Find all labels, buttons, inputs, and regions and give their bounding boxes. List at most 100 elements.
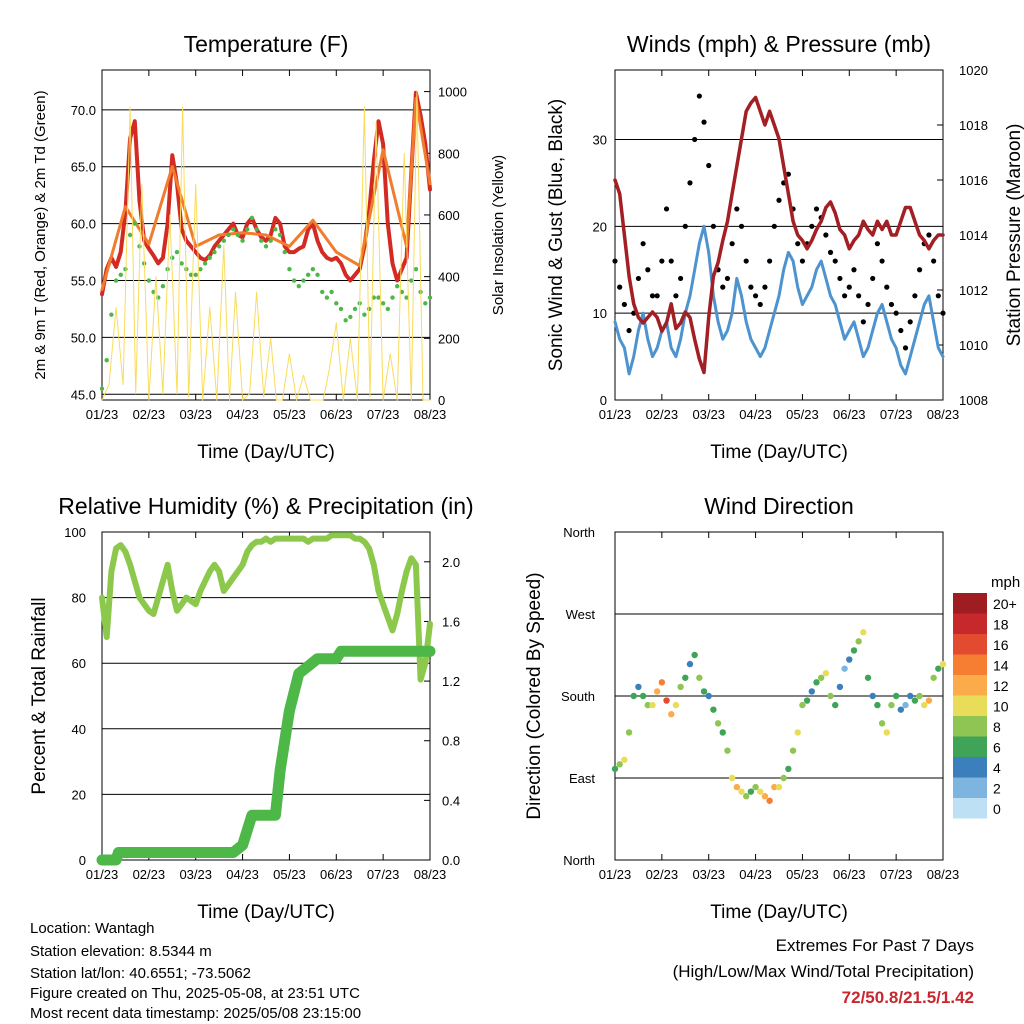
gust-point (612, 258, 618, 264)
dewpoint-point (413, 266, 419, 272)
dewpoint-point (404, 295, 409, 300)
gust-point (654, 293, 660, 299)
solar-line (101, 91, 431, 401)
legend-label: 14 (993, 658, 1009, 674)
gust-point (795, 241, 801, 247)
gust-point (663, 206, 670, 212)
dewpoint-point (343, 318, 348, 323)
info-location: Location: Wantagh (30, 920, 155, 937)
x-tick-label: 03/23 (179, 867, 212, 882)
direction-point (743, 793, 750, 800)
legend-label: 20+ (993, 596, 1017, 612)
dewpoint-point (291, 278, 297, 283)
dewpoint-point (390, 295, 395, 300)
gust-point (687, 180, 693, 186)
direction-point (785, 765, 792, 773)
dewpoint-point (385, 306, 391, 312)
legend-label: 12 (993, 678, 1009, 694)
dewpoint-point (235, 232, 241, 238)
direction-point (621, 756, 628, 763)
x-tick-label: 01/23 (86, 867, 119, 882)
wind-line (613, 224, 945, 376)
direction-point (663, 697, 670, 704)
direction-point (897, 706, 905, 713)
y-tick-label: 60 (72, 656, 86, 671)
info-recent: Most recent data timestamp: 2025/05/08 2… (30, 1005, 362, 1022)
direction-point (677, 683, 684, 691)
dewpoint-point (268, 238, 273, 243)
dewpoint-point (160, 284, 166, 289)
y-axis-label: 2m & 9m T (Red, Orange) & 2m Td (Green) (32, 90, 49, 379)
gust-point (856, 293, 862, 299)
gust-point (771, 223, 777, 229)
dewpoint-point (132, 221, 137, 226)
gust-point (813, 206, 820, 212)
direction-point (771, 783, 778, 791)
gust-point (724, 275, 731, 282)
dewpoint-point (305, 272, 311, 278)
dewpoint-point (287, 266, 292, 272)
chart-title: Winds (mph) & Pressure (mb) (627, 31, 931, 57)
gust-point (837, 275, 843, 282)
direction-point (907, 692, 914, 700)
y2-tick-label: 200 (438, 331, 460, 346)
direction-point (705, 692, 712, 700)
y-axis-label: Sonic Wind & Gust (Blue, Black) (546, 99, 567, 371)
chart-title: Temperature (F) (184, 31, 349, 57)
x-tick-label: 05/23 (273, 867, 306, 882)
legend-swatch (953, 777, 987, 798)
gust-point (860, 319, 866, 325)
y-tick-label: 65.0 (71, 160, 96, 175)
gust-point (738, 223, 745, 229)
x-tick-label: 08/23 (414, 867, 447, 882)
direction-point (733, 783, 741, 791)
legend-title: mph (991, 574, 1020, 591)
x-tick-label: 03/23 (179, 407, 212, 422)
direction-point (916, 692, 923, 700)
y2-tick-label: 0 (438, 393, 445, 408)
dewpoint-point (137, 244, 142, 249)
legend-label: 16 (993, 637, 1009, 653)
dewpoint-point (348, 314, 353, 320)
dewpoint-point (296, 284, 301, 289)
direction-point (836, 683, 844, 691)
y2-axis-label: Solar Insolation (Yellow) (490, 155, 507, 315)
direction-point (911, 697, 919, 704)
gust-point (888, 301, 895, 308)
gust-point (668, 258, 674, 264)
y-axis-label: Percent & Total Rainfall (29, 597, 50, 794)
y-tick-label: 80 (72, 591, 86, 606)
dewpoint-point (188, 272, 194, 278)
legend-swatch (953, 798, 987, 819)
gust-point (635, 275, 642, 282)
dewpoint-point (146, 278, 152, 283)
x-tick-label: 07/23 (880, 407, 913, 422)
dewpoint-point (109, 312, 114, 317)
legend-label: 0 (993, 801, 1001, 817)
dewpoint-point (221, 238, 227, 243)
gust-point (710, 223, 717, 229)
y-tick-label: 70.0 (71, 103, 96, 118)
legend-label: 4 (993, 760, 1001, 776)
direction-point (813, 679, 820, 686)
gust-point (823, 232, 829, 238)
y-tick-label: 100 (64, 525, 86, 540)
y2-tick-label: 400 (438, 270, 460, 285)
dewpoint-point (282, 249, 287, 255)
x-tick-label: 05/23 (786, 407, 819, 422)
direction-point (883, 729, 890, 736)
dewpoint-point (334, 301, 339, 306)
x-axis-label: Time (Day/UTC) (197, 902, 335, 923)
dewpoint-point (301, 278, 306, 283)
dewpoint-point (409, 278, 414, 283)
dewpoint-point (193, 272, 198, 278)
dewpoint-point (231, 227, 236, 232)
dewpoint-point (263, 244, 269, 249)
y2-tick-label: 2.0 (442, 555, 460, 570)
direction-point (766, 797, 773, 804)
dewpoint-point (395, 284, 400, 289)
legend-swatch (953, 716, 987, 737)
y-tick-label: 0 (600, 393, 607, 408)
direction-point (728, 774, 736, 782)
x-axis-label: Time (Day/UTC) (197, 442, 335, 463)
